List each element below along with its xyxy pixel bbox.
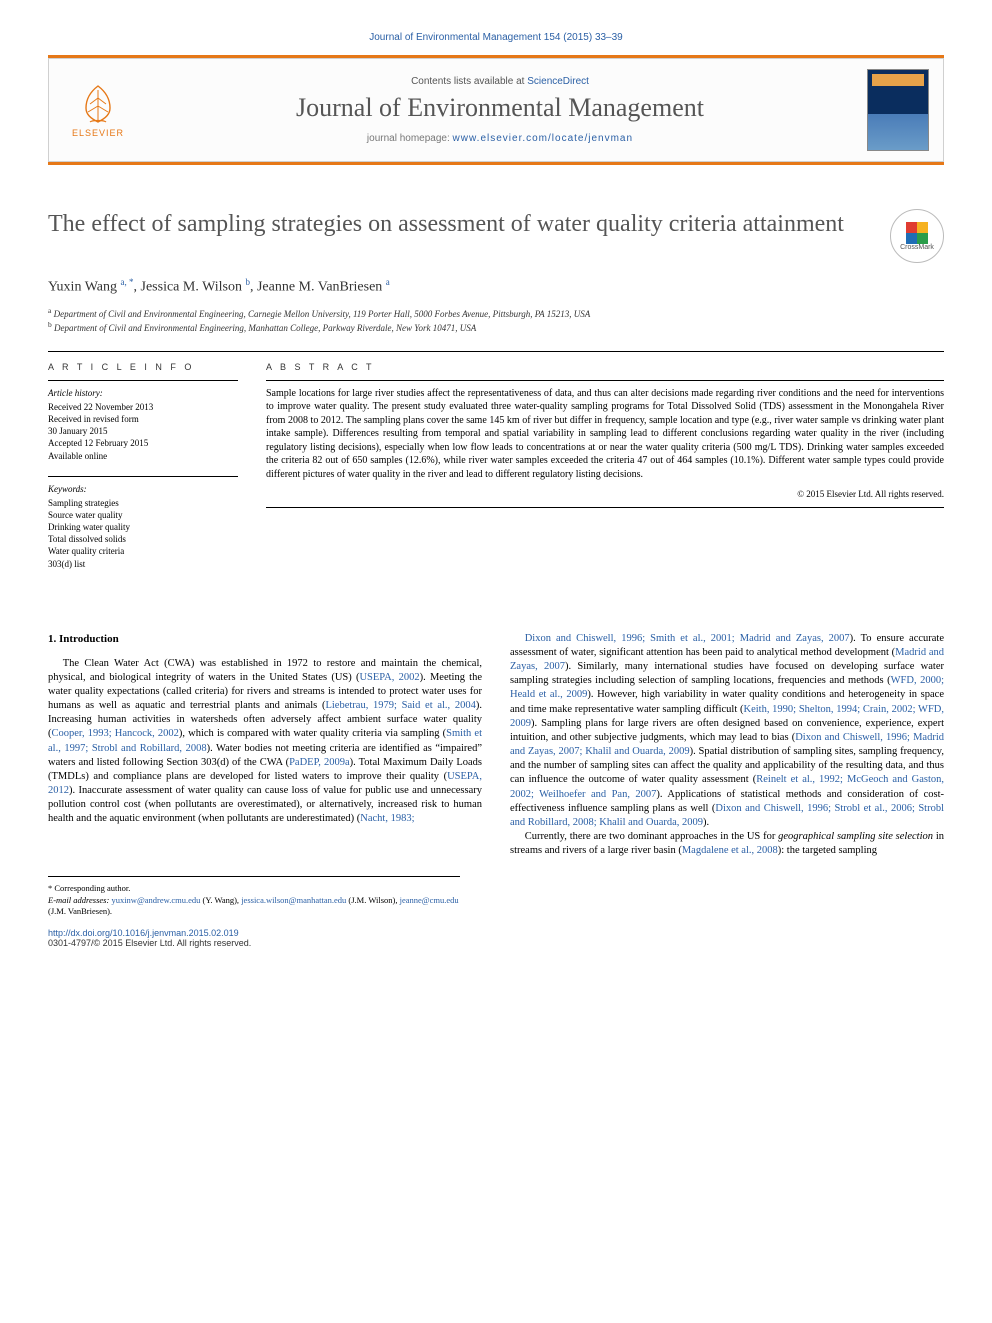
crossmark-label: CrossMark (900, 244, 934, 251)
abstract-text: Sample locations for large river studies… (266, 387, 944, 482)
masthead: ELSEVIER Contents lists available at Sci… (48, 58, 944, 162)
keyword: Sampling strategies (48, 497, 238, 509)
doi-link[interactable]: http://dx.doi.org/10.1016/j.jenvman.2015… (48, 928, 239, 938)
journal-cover-thumb (867, 69, 929, 151)
history-label: Article history: (48, 387, 238, 399)
body-paragraph: Currently, there are two dominant approa… (510, 830, 944, 858)
keyword: Drinking water quality (48, 521, 238, 533)
sciencedirect-link[interactable]: ScienceDirect (527, 76, 589, 87)
keyword: Water quality criteria (48, 545, 238, 557)
keyword: Source water quality (48, 509, 238, 521)
crossmark-q4 (917, 233, 928, 244)
abstract-heading: A B S T R A C T (266, 362, 944, 372)
history-line: 30 January 2015 (48, 425, 238, 437)
masthead-rule-bottom (48, 162, 944, 165)
crossmark-icon (906, 222, 928, 244)
abstract-rule (266, 380, 944, 381)
masthead-center: Contents lists available at ScienceDirec… (147, 76, 853, 144)
article-title: The effect of sampling strategies on ass… (48, 209, 874, 239)
affiliations: a Department of Civil and Environmental … (48, 306, 944, 335)
body-paragraph: Dixon and Chiswell, 1996; Smith et al., … (510, 632, 944, 830)
issn-line: 0301-4797/© 2015 Elsevier Ltd. All right… (48, 938, 944, 948)
publisher-logo[interactable]: ELSEVIER (63, 71, 133, 149)
journal-name: Journal of Environmental Management (147, 93, 853, 123)
crossmark-q1 (906, 222, 917, 233)
keywords-block: Keywords: Sampling strategies Source wat… (48, 476, 238, 570)
keyword: Total dissolved solids (48, 533, 238, 545)
article-history: Article history: Received 22 November 20… (48, 380, 238, 462)
footnotes: * Corresponding author. E-mail addresses… (48, 876, 460, 917)
crossmark-q2 (917, 222, 928, 233)
publisher-name: ELSEVIER (72, 128, 124, 138)
abstract-rule-bottom (266, 507, 944, 508)
crossmark-badge[interactable]: CrossMark (890, 209, 944, 263)
section-heading: 1. Introduction (48, 632, 482, 647)
history-line: Received in revised form (48, 413, 238, 425)
body-column-left: 1. Introduction The Clean Water Act (CWA… (48, 632, 482, 859)
affiliation-b: b Department of Civil and Environmental … (48, 320, 944, 335)
abstract: A B S T R A C T Sample locations for lar… (266, 362, 944, 584)
history-line: Received 22 November 2013 (48, 401, 238, 413)
homepage-prefix: journal homepage: (367, 133, 453, 144)
homepage-line: journal homepage: www.elsevier.com/locat… (147, 133, 853, 144)
section-rule (48, 351, 944, 352)
abstract-copyright: © 2015 Elsevier Ltd. All rights reserved… (266, 489, 944, 499)
affiliation-a: a Department of Civil and Environmental … (48, 306, 944, 321)
doi-line: http://dx.doi.org/10.1016/j.jenvman.2015… (48, 928, 944, 938)
corresponding-author: * Corresponding author. (48, 883, 460, 894)
email-label: E-mail addresses: (48, 895, 109, 905)
email-list: yuxinw@andrew.cmu.edu (Y. Wang), jessica… (48, 895, 459, 916)
homepage-link[interactable]: www.elsevier.com/locate/jenvman (453, 133, 634, 144)
keyword: 303(d) list (48, 558, 238, 570)
contents-line: Contents lists available at ScienceDirec… (147, 76, 853, 87)
history-line: Accepted 12 February 2015 (48, 437, 238, 449)
elsevier-tree-icon (76, 82, 120, 126)
article-info-heading: A R T I C L E I N F O (48, 362, 238, 372)
body-column-right: Dixon and Chiswell, 1996; Smith et al., … (510, 632, 944, 859)
running-head: Journal of Environmental Management 154 … (48, 32, 944, 43)
keywords-label: Keywords: (48, 483, 238, 495)
history-line: Available online (48, 450, 238, 462)
body-paragraph: The Clean Water Act (CWA) was establishe… (48, 657, 482, 827)
email-addresses: E-mail addresses: yuxinw@andrew.cmu.edu … (48, 895, 460, 918)
contents-prefix: Contents lists available at (411, 76, 527, 87)
crossmark-q3 (906, 233, 917, 244)
article-info: A R T I C L E I N F O Article history: R… (48, 362, 238, 584)
authors: Yuxin Wang a, *, Jessica M. Wilson b, Je… (48, 277, 944, 296)
